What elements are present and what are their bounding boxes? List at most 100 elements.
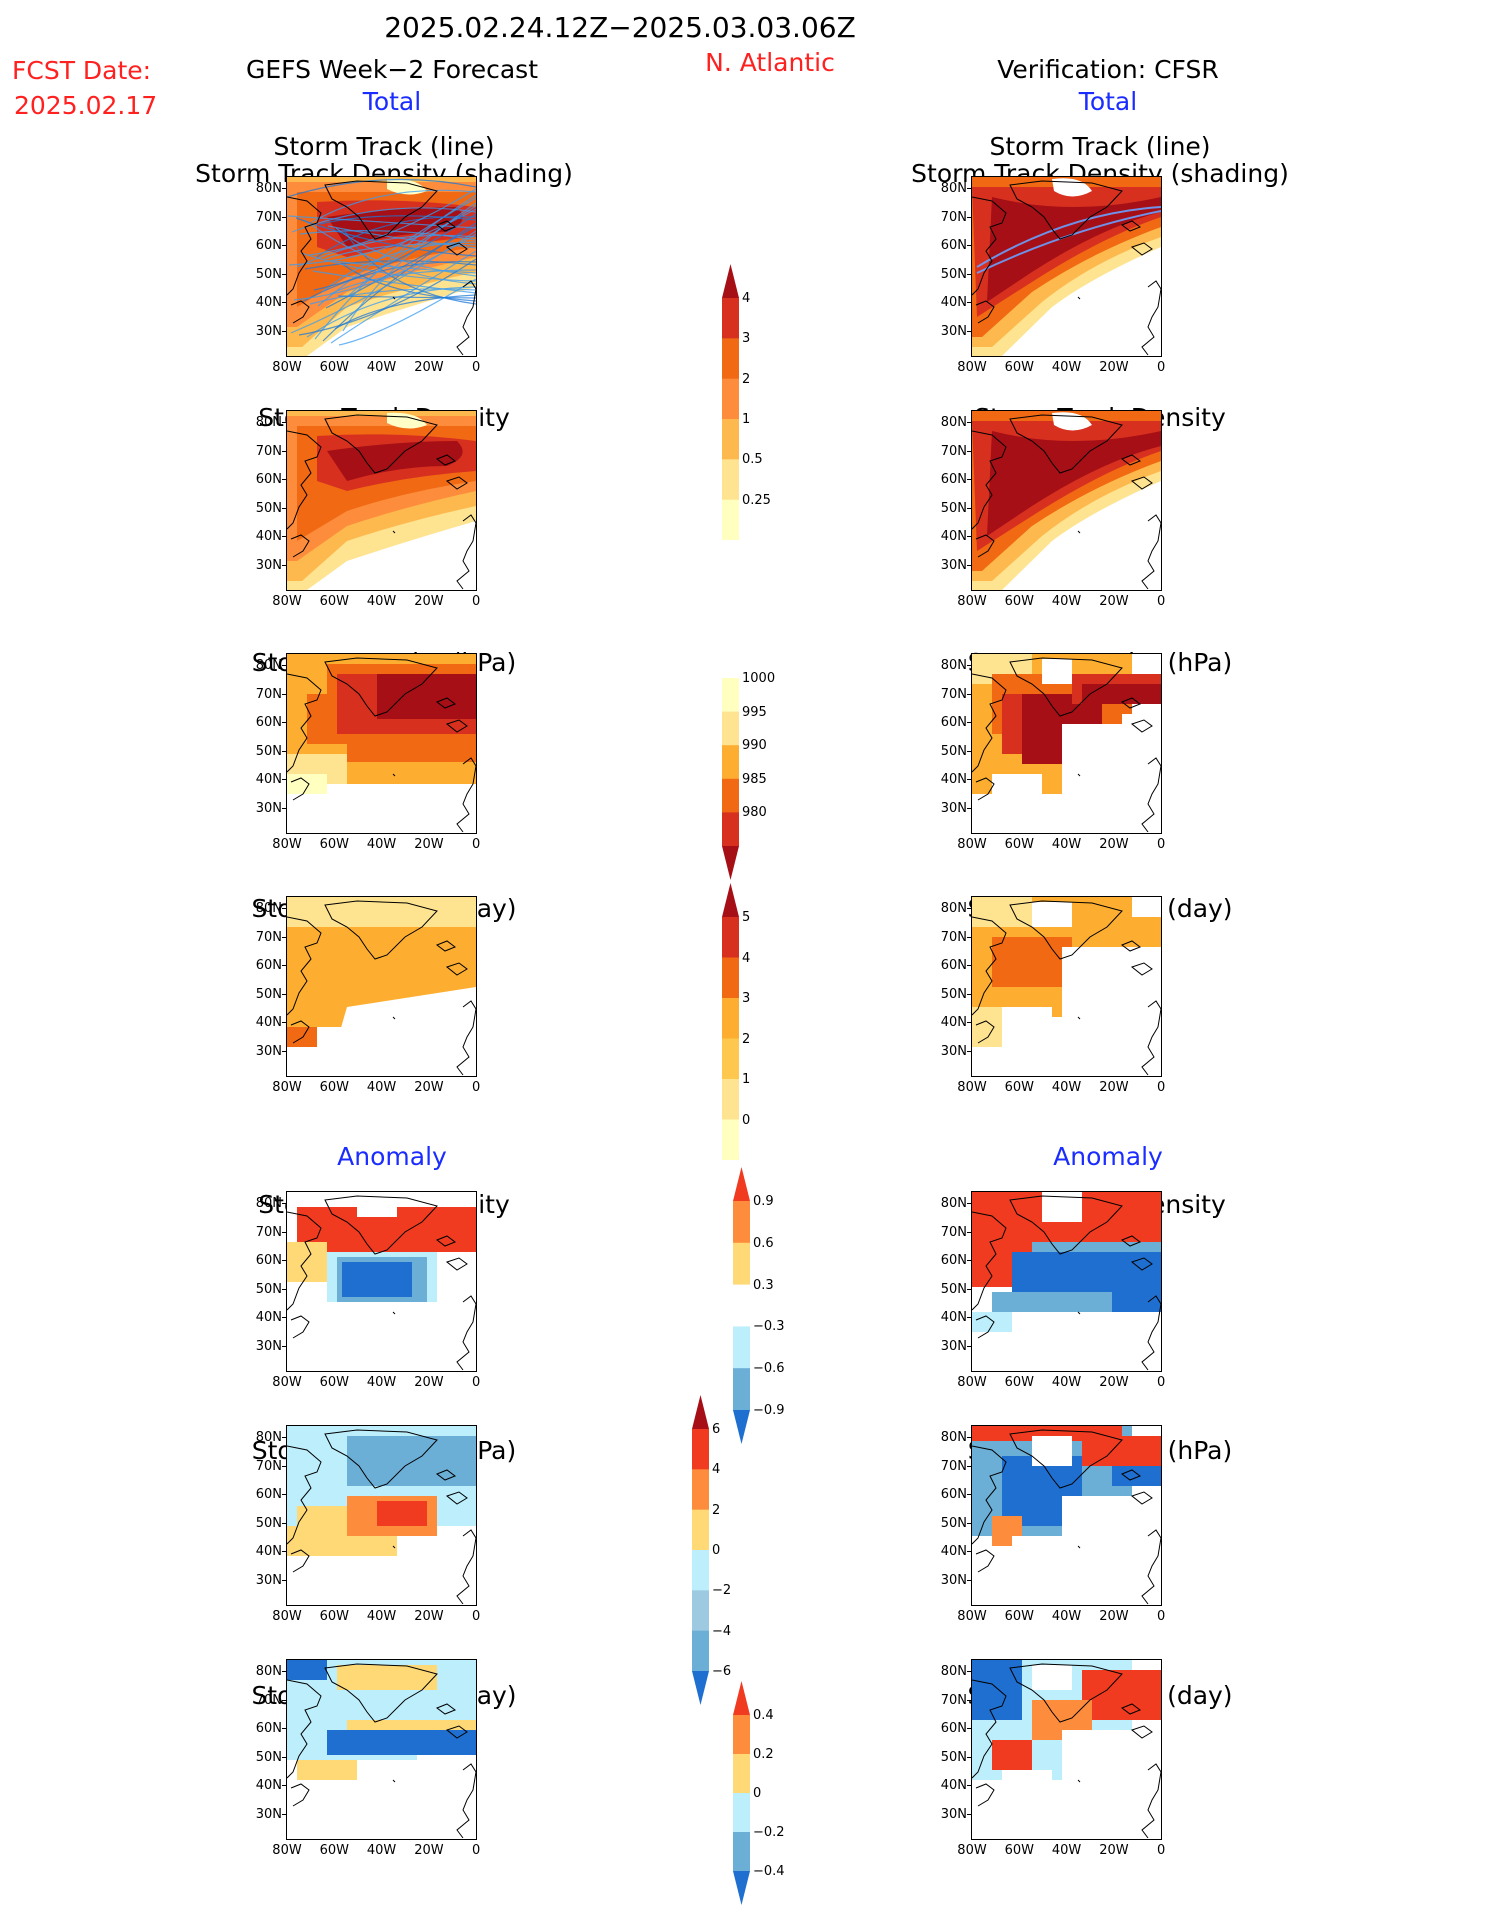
lon-tick-label: 0 bbox=[472, 1375, 481, 1390]
fcst-date-value: 2025.02.17 bbox=[14, 91, 158, 120]
lon-tick-label: 20W bbox=[414, 1375, 444, 1390]
lat-tick-label: 40N bbox=[940, 772, 967, 787]
colorbar-label: 1 bbox=[742, 1072, 751, 1087]
lat-tick-label: 70N bbox=[255, 1692, 282, 1708]
coastline bbox=[1141, 1295, 1161, 1371]
colorbar-label: 0.25 bbox=[742, 492, 771, 508]
coastline bbox=[287, 196, 322, 296]
colorbar-density-total bbox=[722, 264, 739, 540]
lat-tick-label: 40N bbox=[940, 1015, 967, 1030]
map-field bbox=[287, 177, 476, 356]
colorbar-label: 4 bbox=[712, 1462, 721, 1478]
coastline bbox=[1130, 242, 1153, 256]
colorbar-label: 3 bbox=[742, 331, 751, 347]
lat-tick-label: 40N bbox=[255, 529, 282, 544]
lon-tick-label: 80W bbox=[957, 837, 987, 852]
coastline bbox=[456, 1295, 476, 1371]
lat-tick-label: 60N bbox=[255, 958, 282, 973]
map-field bbox=[972, 411, 1161, 590]
coastline bbox=[975, 1549, 995, 1573]
map-field bbox=[972, 177, 1161, 356]
colorbar-intensity-anom bbox=[692, 1395, 709, 1705]
coastline bbox=[290, 777, 310, 801]
lon-tick-label: 0 bbox=[472, 1843, 481, 1858]
lat-tick-label: 80N bbox=[940, 415, 967, 430]
lat-tick-label: 50N bbox=[255, 1281, 282, 1297]
coastline bbox=[1009, 900, 1123, 960]
coastline bbox=[287, 1679, 322, 1779]
lat-tick-label: 80N bbox=[255, 1196, 282, 1211]
coastline bbox=[1141, 1763, 1161, 1839]
lat-tick bbox=[282, 507, 286, 509]
lat-tick bbox=[282, 1437, 286, 1438]
coastline bbox=[392, 1779, 396, 1783]
coastline bbox=[1009, 1429, 1123, 1489]
map-field bbox=[972, 1426, 1161, 1605]
coastline bbox=[1120, 697, 1142, 709]
coastline bbox=[445, 962, 468, 976]
coastline bbox=[290, 1020, 310, 1044]
lon-tick-label: 0 bbox=[472, 1609, 481, 1624]
coastline bbox=[1009, 414, 1123, 474]
lat-tick bbox=[967, 1260, 971, 1261]
map-density-verification bbox=[971, 410, 1162, 591]
lat-tick bbox=[282, 450, 286, 452]
lat-tick bbox=[282, 1785, 286, 1786]
lon-tick-label: 0 bbox=[1157, 594, 1166, 609]
lon-tick-label: 20W bbox=[414, 594, 444, 609]
coastline bbox=[324, 180, 438, 240]
lon-tick-label: 60W bbox=[319, 360, 349, 375]
lat-tick bbox=[967, 1288, 971, 1290]
coastline bbox=[456, 514, 476, 590]
lon-tick-label: 40W bbox=[366, 1843, 397, 1858]
map-duration-anom-forecast bbox=[286, 1659, 477, 1840]
coastline bbox=[456, 757, 476, 833]
coastline bbox=[324, 1195, 438, 1255]
lat-tick-label: 50N bbox=[940, 500, 967, 516]
lat-tick-label: 70N bbox=[255, 1458, 282, 1474]
colorbar-label: 1000 bbox=[742, 671, 776, 686]
lat-tick-label: 80N bbox=[940, 658, 967, 673]
lon-tick-label: 20W bbox=[1099, 837, 1129, 852]
lat-tick bbox=[282, 536, 286, 537]
coastline bbox=[1141, 757, 1161, 833]
colorbar-label: 6 bbox=[712, 1422, 721, 1437]
coastline bbox=[1009, 1663, 1123, 1723]
lat-tick bbox=[282, 908, 286, 909]
lat-tick-label: 70N bbox=[255, 209, 282, 225]
colorbar-label: 2 bbox=[742, 371, 751, 387]
lat-tick-label: 40N bbox=[940, 1544, 967, 1559]
coastline bbox=[445, 1257, 468, 1271]
coastline bbox=[392, 530, 396, 534]
coastline bbox=[435, 1703, 457, 1715]
lat-tick-label: 50N bbox=[940, 1281, 967, 1297]
coastline bbox=[287, 430, 322, 530]
lon-tick-label: 40W bbox=[1051, 1843, 1082, 1858]
lon-tick-label: 20W bbox=[414, 1080, 444, 1095]
lat-tick-label: 40N bbox=[940, 1778, 967, 1793]
lon-tick-label: 0 bbox=[1157, 1843, 1166, 1858]
lat-tick bbox=[967, 1231, 971, 1233]
lon-tick-label: 20W bbox=[1099, 1375, 1129, 1390]
map-intensity-anom-verification bbox=[971, 1425, 1162, 1606]
lon-tick-label: 0 bbox=[1157, 1375, 1166, 1390]
coastline bbox=[456, 280, 476, 356]
lon-tick-label: 80W bbox=[272, 594, 302, 609]
coastline bbox=[392, 296, 396, 300]
coastline bbox=[1009, 1195, 1123, 1255]
lat-tick bbox=[967, 564, 971, 566]
colorbar-label: −0.9 bbox=[753, 1403, 785, 1418]
lat-tick-label: 60N bbox=[940, 1721, 967, 1736]
lat-tick-label: 60N bbox=[940, 472, 967, 487]
lat-tick-label: 40N bbox=[255, 1778, 282, 1793]
coastline bbox=[1077, 1779, 1081, 1783]
map-intensity-verification bbox=[971, 653, 1162, 834]
lat-tick-label: 70N bbox=[940, 1458, 967, 1474]
lon-tick-label: 60W bbox=[1004, 1080, 1034, 1095]
lat-tick-label: 30N bbox=[255, 323, 282, 339]
coastline bbox=[290, 1315, 310, 1339]
coastline bbox=[456, 1763, 476, 1839]
lat-tick-label: 60N bbox=[940, 1487, 967, 1502]
colorbar-label: −4 bbox=[712, 1623, 732, 1639]
coastline bbox=[287, 1445, 322, 1545]
